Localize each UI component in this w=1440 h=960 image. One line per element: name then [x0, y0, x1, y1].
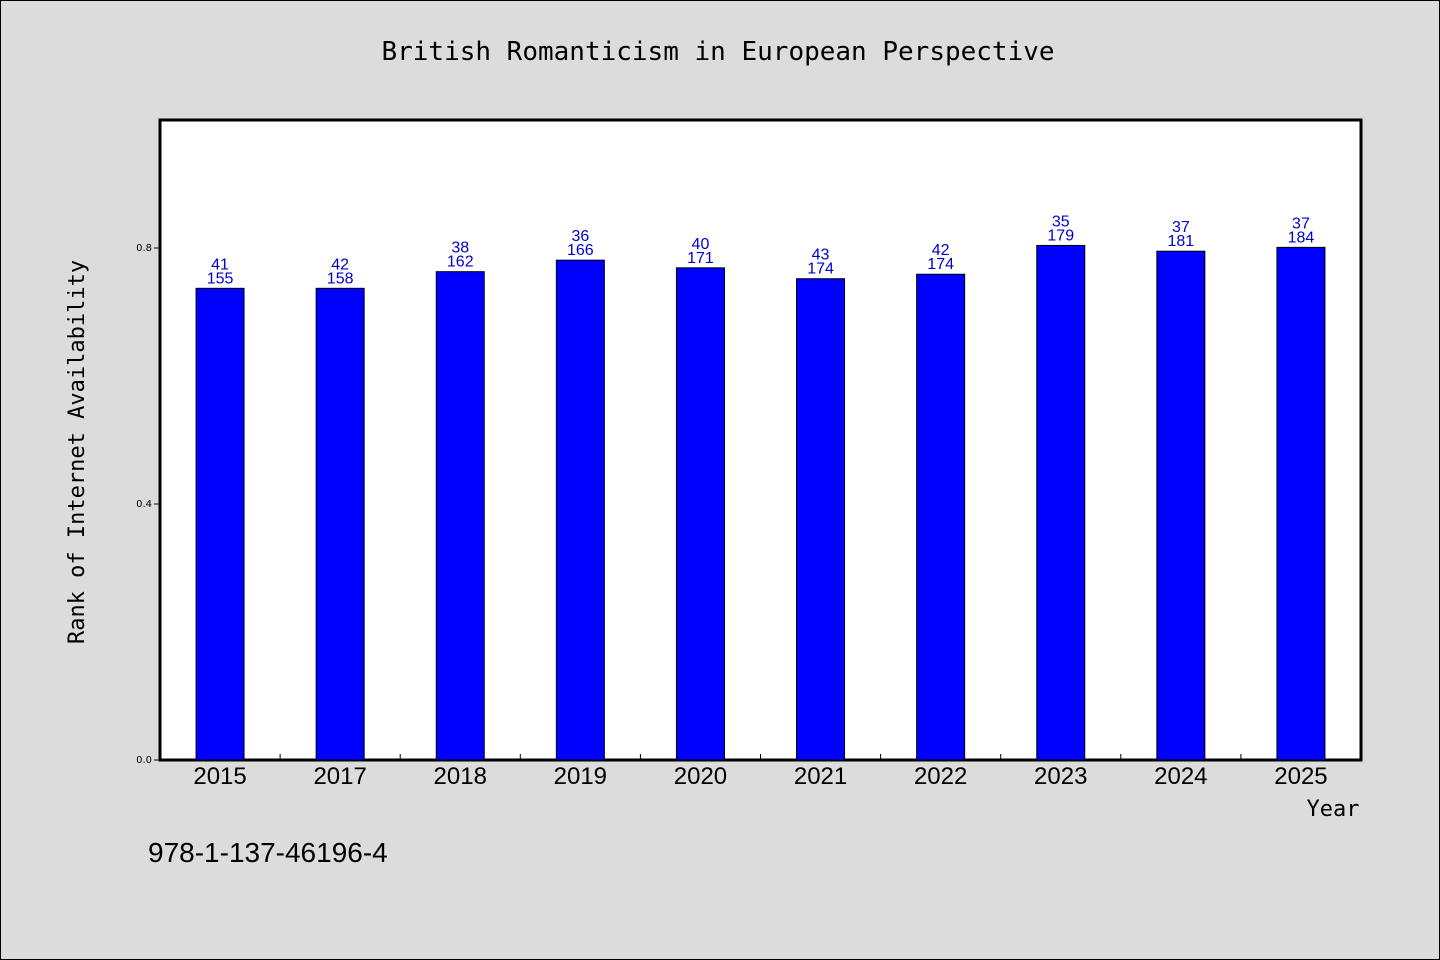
x-tick-label: 2024	[1154, 763, 1207, 790]
bar-label-top: 37	[1172, 219, 1190, 236]
bar-label-top: 40	[692, 236, 710, 253]
x-tick-label: 2015	[193, 763, 246, 790]
chart-title: British Romanticism in European Perspect…	[381, 37, 1054, 67]
bar-label-top: 38	[451, 240, 469, 257]
bar-label-top: 42	[331, 256, 349, 273]
bar-label-bottom: 162	[447, 254, 474, 271]
bar-2021	[796, 278, 846, 761]
x-axis: 2015 2017 2018 2019 2020 2021 2022 2023 2024 2025	[193, 754, 1328, 790]
bar-label-top: 36	[571, 228, 589, 245]
y-axis: 0.0 0.4 0.8	[136, 243, 160, 766]
y-tick-label: 0.4	[136, 499, 152, 510]
bar-label-top: 35	[1052, 213, 1070, 230]
x-tick-label: 2020	[674, 763, 727, 790]
bar-2025	[1276, 246, 1326, 761]
y-tick-label: 0.8	[136, 243, 152, 254]
isbn-text: 978-1-137-46196-4	[148, 837, 388, 868]
bar-label-bottom: 179	[1047, 227, 1074, 244]
bar-label-bottom: 166	[567, 242, 594, 259]
y-axis-label: Rank of Internet Availability	[65, 260, 90, 644]
x-tick-label: 2019	[554, 763, 607, 790]
bar-2015	[195, 287, 245, 761]
bar-label-bottom: 155	[207, 270, 234, 287]
x-tick-label: 2018	[434, 763, 487, 790]
bar-2019	[555, 259, 605, 761]
bar-2024	[1156, 250, 1206, 761]
bar-label-bottom: 174	[807, 261, 834, 278]
x-tick-label: 2021	[794, 763, 847, 790]
bar-label-top: 41	[211, 256, 229, 273]
x-axis-label: Year	[1307, 797, 1360, 822]
x-tick-label: 2023	[1034, 763, 1087, 790]
y-tick-label: 0.0	[136, 755, 152, 766]
x-tick-label: 2022	[914, 763, 967, 790]
bar-label-bottom: 171	[687, 250, 714, 267]
bar-label-bottom: 174	[927, 256, 954, 273]
bar-label-bottom: 158	[327, 270, 354, 287]
x-tick-label: 2025	[1274, 763, 1327, 790]
bar-2018	[435, 271, 485, 761]
bar-label-top: 43	[812, 247, 830, 264]
bar-2022	[916, 273, 966, 761]
bar-label-bottom: 184	[1288, 229, 1315, 246]
bar-2020	[675, 267, 725, 761]
bar-label-top: 37	[1292, 215, 1310, 232]
bar-2017	[315, 287, 365, 761]
bar-2023	[1036, 244, 1086, 761]
bar-label-bottom: 181	[1167, 233, 1194, 250]
bar-label-top: 42	[932, 242, 950, 259]
x-tick-label: 2017	[313, 763, 366, 790]
